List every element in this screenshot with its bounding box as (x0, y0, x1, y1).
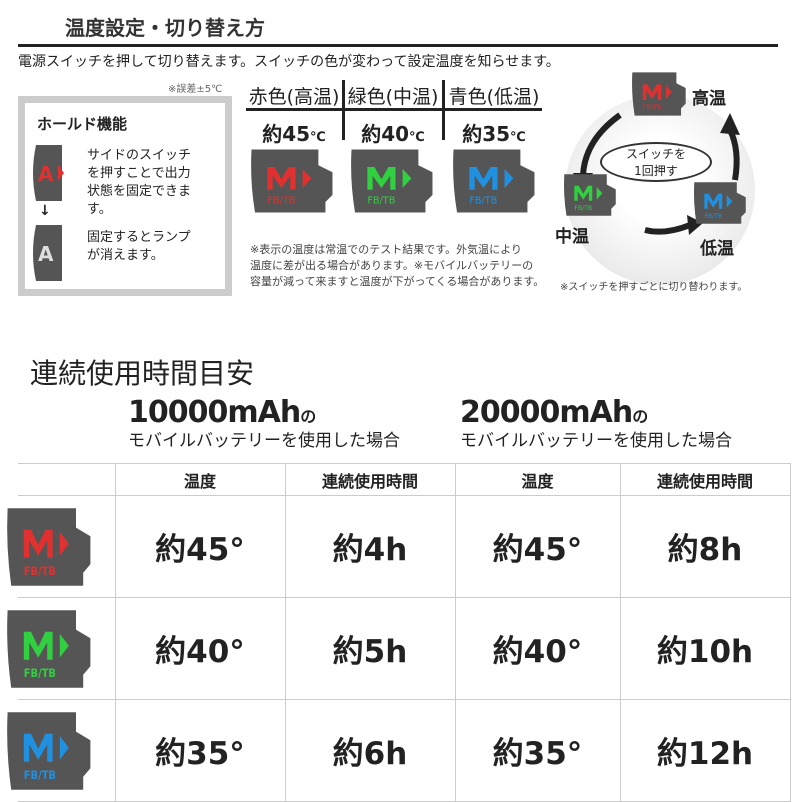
cell-time: 約5h (284, 597, 456, 700)
svg-text:FB/TB: FB/TB (469, 196, 497, 207)
table-row: FB/TB 約35° 約6h 約35° 約12h (7, 699, 791, 802)
svg-text:FB/TB: FB/TB (24, 564, 56, 578)
device-blue-icon: FB/TB (450, 146, 538, 216)
svg-text:FB/TB: FB/TB (24, 666, 56, 680)
cell-time: 約12h (619, 699, 791, 802)
svg-text:FB/TB: FB/TB (367, 196, 395, 207)
header-red: 赤色(高温) (248, 86, 340, 108)
header-blue: 青色(低温) (448, 86, 540, 108)
hold-title: ホールド機能 (37, 115, 128, 133)
instructions: 電源スイッチを押して切り替えます。スイッチの色が変わって設定温度を知らせます。 (18, 54, 560, 70)
header-divider (246, 108, 542, 111)
device-red-icon: FB/TB (4, 504, 94, 590)
svg-text:FB/TB: FB/TB (643, 103, 661, 111)
label-low: 低温 (700, 239, 734, 259)
cell-temp: 約40° (454, 597, 621, 700)
cell-temp: 約45° (114, 495, 286, 598)
usage-table: 温度 連続使用時間 温度 連続使用時間 FB/TB 約45° 約4h 約45° 約8… (7, 463, 791, 802)
device-red-icon: FB/TB (248, 146, 336, 216)
header-temp: 温度 (454, 463, 621, 496)
switch-lit-icon: A (33, 145, 64, 201)
label-high: 高温 (692, 89, 726, 109)
cell-temp: 約45° (454, 495, 621, 598)
svg-text:FB/TB: FB/TB (574, 205, 592, 212)
header-temp: 温度 (114, 463, 286, 496)
label-mid: 中温 (555, 227, 589, 247)
section-title: 温度設定・切り替え方 (65, 16, 265, 40)
down-arrow-icon: ↓ (39, 203, 51, 219)
battery-20000-caption: 20000mAhの モバイルバッテリーを使用した場合 (460, 395, 732, 451)
hold-text-2: 固定するとランプ が消えます。 (87, 230, 191, 263)
device-green-icon: FB/TB (4, 606, 94, 692)
cell-time: 約10h (619, 597, 791, 700)
device-green-icon: FB/TB (348, 146, 436, 216)
header-time: 連続使用時間 (619, 463, 791, 496)
switch-off-icon: A (33, 225, 62, 281)
svg-text:A: A (38, 162, 54, 186)
svg-text:FB/TB: FB/TB (267, 196, 295, 207)
press-once-bubble: スイッチを 1回押す (600, 142, 712, 182)
cycle-device-red-icon: FB/TB (630, 70, 688, 118)
temp-blue: 約35℃ (462, 122, 526, 146)
svg-text:A: A (38, 242, 54, 266)
error-note: ※誤差±5℃ (168, 84, 223, 95)
cell-time: 約8h (619, 495, 791, 598)
title-divider (18, 44, 778, 47)
cycle-device-blue-icon: FB/TB (692, 180, 748, 226)
svg-text:FB/TB: FB/TB (24, 768, 56, 782)
hold-function-box: ホールド機能 A ↓ A サイドのスイッチ を押すことで出力 状態を固定できま す。 … (18, 96, 232, 296)
header-green: 緑色(中温) (347, 86, 439, 108)
battery-10000-caption: 10000mAhの モバイルバッテリーを使用した場合 (128, 395, 400, 451)
temp-green: 約40℃ (361, 122, 425, 146)
header-time: 連続使用時間 (284, 463, 456, 496)
svg-text:FB/TB: FB/TB (704, 213, 722, 220)
cycle-note: ※スイッチを押すごとに切り替わります。 (560, 282, 748, 293)
cell-time: 約4h (284, 495, 456, 598)
temp-red: 約45℃ (262, 122, 326, 146)
cell-time: 約6h (284, 699, 456, 802)
table-header-row: 温度 連続使用時間 温度 連続使用時間 (18, 463, 791, 496)
cell-temp: 約35° (454, 699, 621, 802)
cell-temp: 約40° (114, 597, 286, 700)
usage-title: 連続使用時間目安 (30, 357, 255, 390)
cycle-device-green-icon: FB/TB (562, 172, 618, 218)
hold-text-1: サイドのスイッチ を押すことで出力 状態を固定できま す。 (87, 148, 192, 217)
cell-temp: 約35° (114, 699, 286, 802)
table-row: FB/TB 約45° 約4h 約45° 約8h (7, 495, 791, 598)
temperature-notes: ※表示の温度は常温でのテスト結果です。外気温により 温度に差が出る場合があります。… (250, 243, 545, 288)
table-row: FB/TB 約40° 約5h 約40° 約10h (7, 597, 791, 700)
device-blue-icon: FB/TB (4, 708, 94, 794)
